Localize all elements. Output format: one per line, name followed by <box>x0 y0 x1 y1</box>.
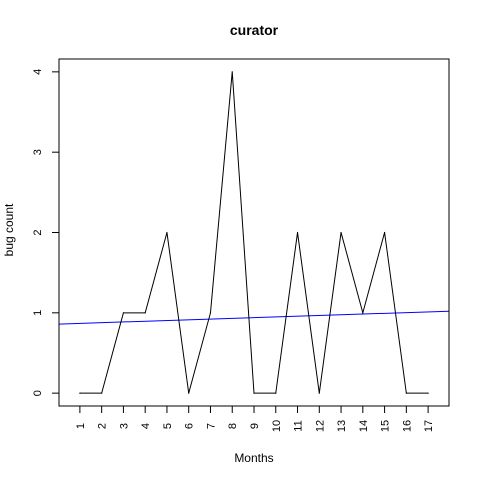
x-tick-label: 1 <box>75 423 87 429</box>
data-point <box>144 312 146 314</box>
y-tick-label: 4 <box>32 69 44 75</box>
data-point <box>296 231 299 234</box>
data-point <box>122 312 125 314</box>
trend-line <box>58 310 450 325</box>
x-tick-label: 11 <box>293 420 305 431</box>
data-point <box>427 392 429 394</box>
data-point <box>166 231 168 234</box>
data-point <box>383 231 386 234</box>
y-tick-label: 3 <box>32 149 44 155</box>
series-group <box>79 71 429 394</box>
plot-frame <box>58 58 450 407</box>
y-tick-label: 0 <box>32 390 44 396</box>
x-tick-label: 6 <box>184 423 196 429</box>
data-point <box>79 392 81 394</box>
chart-title: curator <box>230 22 279 38</box>
data-point <box>101 392 103 394</box>
x-tick-label: 12 <box>314 420 326 432</box>
x-axis-label: Months <box>234 451 273 465</box>
data-point <box>362 312 364 314</box>
y-axis-label: bug count <box>2 203 16 256</box>
x-tick-label: 9 <box>249 423 261 429</box>
x-tick-label: 3 <box>118 423 130 429</box>
data-point <box>340 231 342 234</box>
y-tick-label: 2 <box>32 229 44 235</box>
data-point <box>275 392 277 394</box>
data-point <box>253 392 255 394</box>
trend-line-group <box>58 310 450 325</box>
data-point <box>209 312 212 314</box>
data-point <box>318 392 320 394</box>
x-tick-label: 14 <box>358 420 370 432</box>
data-point <box>231 71 233 73</box>
x-tick-label: 5 <box>162 423 174 429</box>
x-tick-label: 13 <box>336 420 348 432</box>
x-tick-label: 7 <box>205 423 217 429</box>
y-tick-label: 1 <box>32 310 44 316</box>
x-tick-label: 17 <box>423 420 435 432</box>
x-tick-label: 8 <box>227 423 239 429</box>
x-tick-label: 4 <box>140 423 152 429</box>
x-tick-label: 16 <box>401 420 413 432</box>
data-point <box>405 392 407 394</box>
x-tick-label: 15 <box>380 420 392 432</box>
data-point <box>188 392 190 394</box>
x-tick-label: 10 <box>271 420 283 432</box>
x-tick-label: 2 <box>97 423 109 429</box>
